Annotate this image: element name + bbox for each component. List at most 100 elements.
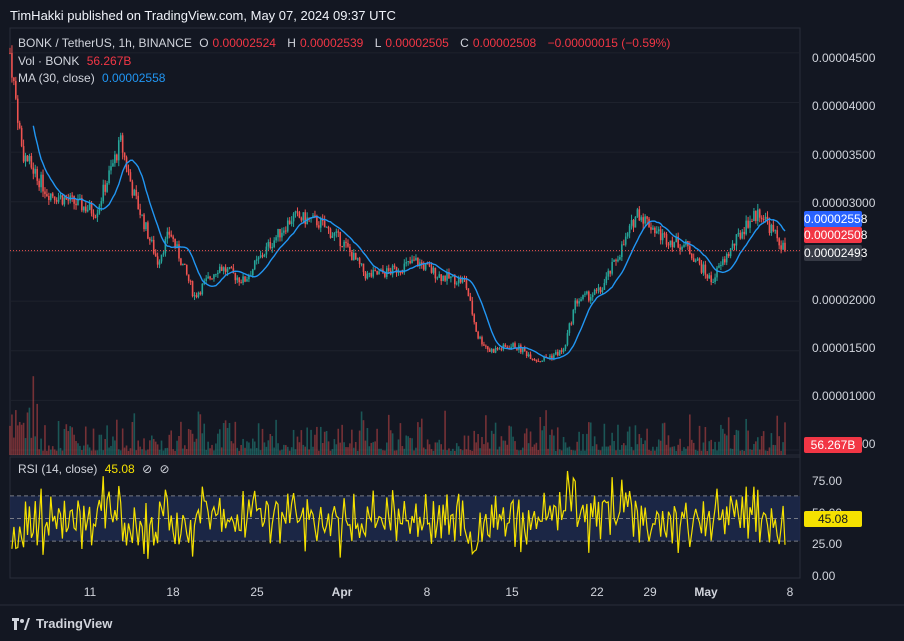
volume-bar: [669, 447, 672, 455]
volume-bar: [782, 442, 784, 455]
candle-body: [558, 350, 561, 356]
candle-body: [589, 297, 592, 301]
volume-bar: [424, 449, 427, 455]
volume-bar: [306, 427, 308, 455]
volume-bar: [727, 417, 730, 455]
volume-bar: [716, 450, 718, 455]
rsi-legend[interactable]: RSI (14, close) 45.08 ⊘ ⊘: [18, 462, 174, 476]
volume-bar: [749, 449, 751, 455]
candle-body: [753, 210, 755, 222]
volume-bar: [259, 450, 262, 455]
candle-body: [292, 213, 295, 222]
candle-body: [172, 236, 174, 239]
volume-bar: [321, 443, 324, 455]
candle-body: [38, 180, 40, 188]
candle-body: [611, 261, 613, 274]
volume-bar: [638, 434, 641, 455]
candle-body: [764, 216, 767, 220]
volume-bar: [28, 407, 31, 455]
candle-body: [487, 346, 489, 350]
volume-bar: [591, 446, 594, 455]
volume-bar: [53, 449, 56, 455]
volume-bar: [692, 442, 695, 455]
volume-bar: [663, 422, 666, 455]
volume-bar: [657, 439, 660, 455]
candle-body: [424, 263, 427, 270]
volume-bar: [741, 450, 744, 455]
candle-body: [506, 346, 509, 349]
volume-bar: [141, 449, 143, 455]
candle-body: [152, 239, 155, 254]
candle-body: [512, 343, 514, 347]
volume-bar: [384, 450, 386, 455]
candle-body: [525, 351, 528, 357]
tradingview-brand[interactable]: TradingView: [12, 616, 112, 631]
candle-body: [533, 359, 536, 361]
candle-body: [426, 263, 429, 265]
volume-bar: [580, 450, 582, 455]
volume-bar: [729, 448, 732, 455]
candle-body: [747, 220, 749, 228]
candle-body: [77, 198, 79, 206]
candle-body: [650, 227, 652, 230]
volume-bar: [308, 449, 310, 455]
volume-bar: [195, 438, 198, 455]
candle-body: [308, 217, 310, 219]
candle-body: [465, 279, 468, 289]
volume-bar: [372, 442, 375, 455]
candle-body: [36, 169, 38, 181]
volume-bar: [129, 448, 132, 455]
volume-bar: [700, 450, 703, 455]
volume-bar: [685, 448, 687, 455]
volume-bar: [24, 438, 27, 455]
volume-bar: [94, 450, 97, 455]
volume-bar: [131, 422, 134, 455]
candle-body: [597, 287, 600, 291]
ma-legend[interactable]: MA (30, close) 0.00002558: [18, 71, 169, 85]
candle-body: [407, 261, 409, 263]
candle-body: [57, 197, 60, 202]
candle-body: [584, 293, 586, 295]
volume-bar: [704, 427, 707, 455]
volume-bar: [203, 423, 206, 455]
candle-body: [576, 300, 578, 304]
candle-body: [523, 348, 526, 352]
volume-bar: [230, 441, 233, 455]
candle-body: [387, 268, 390, 271]
volume-bar: [772, 444, 775, 455]
candle-body: [356, 258, 359, 260]
candle-body: [345, 241, 347, 244]
candle-body: [568, 323, 571, 334]
volume-bar: [428, 444, 431, 455]
volume-bar: [523, 433, 526, 455]
volume-bar: [531, 446, 534, 455]
volume-legend[interactable]: Vol · BONK 56.267B: [18, 54, 135, 68]
volume-bar: [123, 447, 126, 455]
hide-icon[interactable]: ⊘: [159, 462, 170, 476]
candle-body: [285, 230, 287, 232]
volume-bar: [599, 450, 602, 455]
volume-bar: [71, 427, 73, 455]
volume-bar: [654, 450, 656, 455]
candle-body: [55, 200, 58, 202]
candle-body: [741, 231, 744, 239]
candle-body: [160, 254, 163, 262]
ma-price-tag: 0.00002558: [804, 211, 868, 227]
volume-bar: [650, 450, 652, 455]
volume-bar: [687, 446, 689, 455]
hide-icon[interactable]: ⊘: [142, 462, 153, 476]
volume-bar: [251, 438, 254, 455]
candle-body: [566, 333, 569, 345]
volume-bar: [226, 427, 229, 455]
volume-bar: [11, 414, 13, 455]
candle-body: [521, 348, 524, 353]
volume-bar: [516, 449, 518, 455]
candle-body: [215, 274, 217, 276]
symbol-legend[interactable]: BONK / TetherUS, 1h, BINANCE O 0.00002524…: [18, 36, 674, 50]
volume-bar: [720, 424, 722, 455]
volume-bar: [766, 450, 769, 455]
volume-bar: [415, 447, 417, 455]
volume-bar: [735, 429, 738, 455]
